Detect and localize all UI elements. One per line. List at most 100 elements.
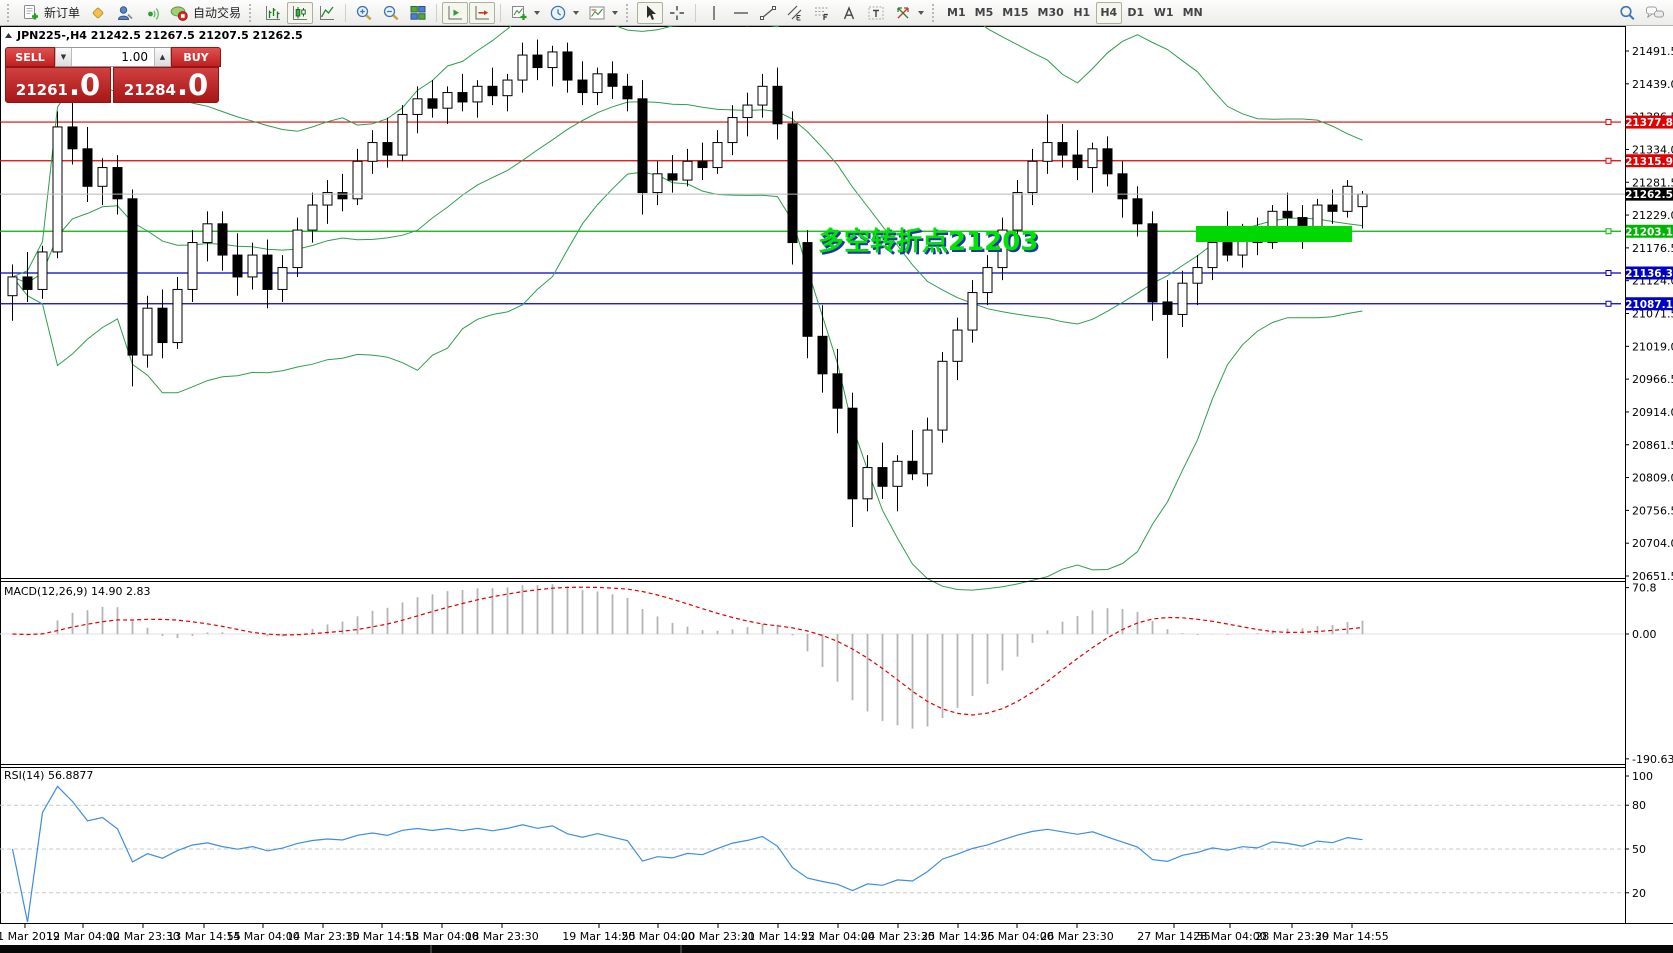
trendline-button[interactable] [755, 2, 781, 24]
taskbar-divider [430, 945, 432, 953]
horizontal-line-button[interactable] [728, 2, 754, 24]
svg-text:19 Mar 14:55: 19 Mar 14:55 [562, 930, 635, 943]
text-label-icon [868, 6, 884, 19]
svg-text:25 Mar 14:55: 25 Mar 14:55 [921, 930, 994, 943]
main-toolbar: 新订单 自动交易 [0, 0, 1673, 26]
dropdown-caret-icon [573, 10, 580, 15]
search-button[interactable] [1614, 2, 1640, 24]
toolbar-grip[interactable] [7, 3, 14, 22]
fibonacci-icon [815, 7, 830, 20]
one-click-trading-panel: SELL ▼ 1.00 ▲ BUY 21261.0 21284.0 [5, 47, 221, 103]
svg-text:20 Mar 04:00: 20 Mar 04:00 [621, 930, 694, 943]
arrows-button[interactable] [890, 2, 928, 24]
periods-button[interactable] [545, 2, 583, 24]
macd-signal-line [12, 586, 1363, 716]
chart-shift-button[interactable] [469, 1, 496, 24]
tile-windows-button[interactable] [405, 2, 431, 24]
candlestick-chart-button[interactable] [287, 1, 314, 24]
svg-text:70.8: 70.8 [1632, 582, 1657, 595]
volume-input[interactable]: 1.00 [121, 50, 148, 64]
svg-text:21491.5: 21491.5 [1632, 45, 1673, 58]
toolbar-separator [345, 3, 347, 22]
green-highlight-rect[interactable] [1196, 226, 1352, 242]
svg-text:20914.0: 20914.0 [1632, 406, 1673, 419]
toolbar-grip[interactable] [249, 3, 256, 22]
signals-button[interactable] [139, 2, 165, 24]
buy-button[interactable]: BUY [171, 47, 221, 67]
svg-text:-190.63: -190.63 [1632, 753, 1673, 766]
taskbar-divider [680, 945, 682, 953]
collapse-triangle-icon[interactable] [5, 33, 12, 38]
crosshair-button[interactable] [664, 2, 690, 24]
svg-text:21203.1: 21203.1 [1625, 226, 1673, 238]
equidistant-channel-button[interactable] [782, 2, 808, 24]
text-label-button[interactable] [863, 2, 889, 24]
svg-text:20966.5: 20966.5 [1632, 373, 1673, 386]
auto-scroll-button[interactable] [442, 1, 469, 24]
vertical-line-button[interactable] [701, 2, 727, 24]
templates-button[interactable] [584, 2, 622, 24]
tab-m5[interactable]: M5 [974, 6, 994, 19]
svg-text:11 Mar 2019: 11 Mar 2019 [0, 930, 60, 943]
tab-d1[interactable]: D1 [1127, 6, 1145, 19]
tab-h1[interactable]: H1 [1073, 6, 1091, 19]
macd-label: MACD(12,26,9) 14.90 2.83 [4, 585, 151, 598]
volume-increase-button[interactable]: ▲ [154, 48, 171, 66]
toolbar-grip[interactable] [932, 3, 939, 22]
svg-text:26 Mar 23:30: 26 Mar 23:30 [1040, 930, 1113, 943]
candlesticks [7, 39, 1368, 527]
dropdown-caret-icon [612, 10, 619, 15]
chart-annotation[interactable]: 多空转折点21203 [818, 226, 1038, 257]
sell-button[interactable]: SELL [5, 47, 55, 67]
svg-text:21334.0: 21334.0 [1632, 143, 1673, 156]
cursor-icon [647, 5, 657, 20]
toolbar-grip[interactable] [626, 3, 633, 22]
rsi-label: RSI(14) 56.8877 [4, 769, 93, 782]
buy-price-button[interactable]: 21284.0 [113, 67, 219, 103]
horizontal-line-icon [734, 11, 749, 14]
svg-text:21136.3: 21136.3 [1625, 268, 1673, 280]
text-button[interactable] [836, 2, 862, 24]
price-badge [1626, 187, 1673, 201]
trendline-icon [760, 5, 777, 20]
navigator-button[interactable] [112, 2, 138, 24]
line-chart-button[interactable] [314, 2, 340, 24]
time-axis[interactable] [24, 923, 1353, 928]
svg-text:20756.5: 20756.5 [1632, 504, 1673, 517]
macd-histogram [26, 584, 1364, 729]
market-watch-button[interactable] [85, 2, 111, 24]
search-icon [1620, 5, 1635, 20]
svg-text:18 Mar 04:00: 18 Mar 04:00 [405, 930, 478, 943]
toolbar-separator [436, 3, 438, 22]
svg-text:21019.0: 21019.0 [1632, 340, 1673, 353]
sell-price-main: 21261 [15, 81, 68, 99]
zoom-out-button[interactable] [378, 2, 404, 24]
fibonacci-button[interactable] [809, 2, 835, 24]
svg-text:20651.5: 20651.5 [1632, 570, 1673, 583]
dropdown-caret-icon [534, 10, 541, 15]
sell-price-button[interactable]: 21261.0 [5, 67, 111, 103]
cursor-button[interactable] [637, 1, 664, 24]
tab-mn[interactable]: MN [1182, 6, 1203, 19]
price-badge [1626, 266, 1673, 280]
rsi-line [11, 785, 1363, 923]
bar-chart-button[interactable] [260, 2, 286, 24]
zoom-in-button[interactable] [351, 2, 377, 24]
candlestick-chart-icon [293, 5, 308, 20]
chat-button[interactable] [1641, 2, 1669, 24]
svg-text:21087.1: 21087.1 [1625, 299, 1673, 311]
tab-m15[interactable]: M15 [1002, 6, 1029, 19]
tab-h4[interactable]: H4 [1095, 1, 1122, 24]
svg-text:80: 80 [1632, 799, 1646, 812]
dropdown-caret-icon [918, 10, 925, 15]
new-order-button[interactable]: 新订单 [18, 2, 84, 24]
auto-trading-button[interactable]: 自动交易 [166, 2, 245, 24]
volume-decrease-button[interactable]: ▼ [55, 48, 72, 66]
tab-m1[interactable]: M1 [947, 6, 966, 19]
template-icon [589, 6, 605, 19]
new-chart-button[interactable] [506, 2, 544, 24]
tab-w1[interactable]: W1 [1153, 6, 1174, 19]
tab-m30[interactable]: M30 [1037, 6, 1064, 19]
